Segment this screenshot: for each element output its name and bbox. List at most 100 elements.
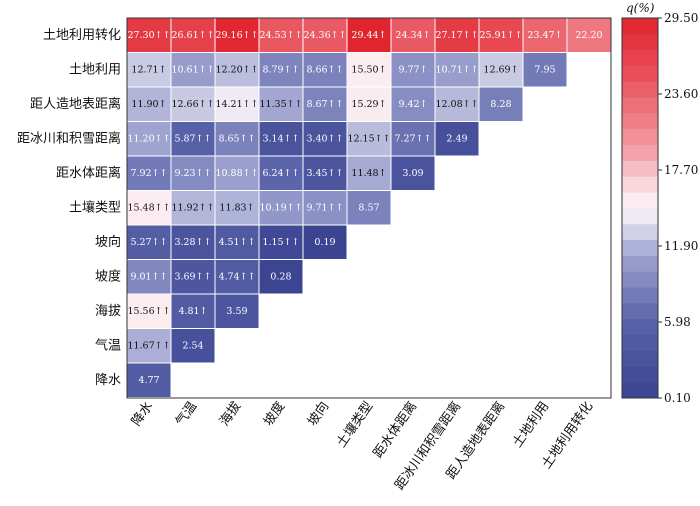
cell-value-label: 3.09 — [402, 168, 423, 179]
cell-value-label: 4.81↑ — [178, 306, 207, 317]
heatmap-cell — [346, 52, 392, 88]
colorbar-segment — [622, 33, 658, 51]
heatmap-cell — [302, 224, 348, 260]
heatmap-cell — [258, 190, 304, 226]
cell-value-label: 3.69↑↑ — [174, 271, 211, 282]
cell-value-label: 12.71↑ — [131, 64, 166, 75]
heatmap-cell — [170, 155, 216, 191]
cell-value-label: 12.20↑↑ — [215, 64, 258, 75]
cell-value-label: 8.67↑↑ — [306, 99, 343, 110]
colorbar-segment — [622, 239, 658, 256]
colorbar-segment — [622, 223, 658, 241]
row-label: 气温 — [95, 337, 121, 353]
colorbar-segment — [622, 350, 658, 367]
cell-value-label: 15.56↑↑ — [127, 306, 170, 317]
row-label: 距水体距离 — [56, 165, 121, 181]
colorbar-segment — [622, 97, 658, 114]
heatmap-cell — [390, 155, 436, 191]
heatmap-cell — [170, 190, 216, 226]
cell-value-label: 8.65↑↑ — [218, 133, 255, 144]
colorbar-tick-label: 0.10 — [664, 391, 691, 405]
heatmap-cell — [346, 86, 392, 122]
cell-value-label: 0.28 — [270, 271, 291, 282]
cell-value-label: 15.48↑↑ — [127, 202, 170, 213]
cell-value-label: 4.74↑↑ — [218, 271, 255, 282]
cell-value-label: 12.66↑↑ — [171, 99, 214, 110]
cell-value-label: 9.42↑ — [398, 99, 427, 110]
cell-value-label: 12.08↑↑ — [435, 99, 478, 110]
cell-value-label: 2.54 — [182, 340, 203, 351]
row-label: 土壤类型 — [69, 199, 121, 215]
cell-value-label: 10.19↑↑ — [259, 202, 302, 213]
heatmap-cell — [434, 52, 480, 88]
cell-value-label: 25.91↑↑ — [479, 30, 522, 41]
colorbar-tick-label: 5.98 — [664, 315, 691, 329]
cell-value-label: 22.20 — [575, 30, 602, 41]
heatmap-cell — [390, 52, 436, 88]
cell-value-label: 27.17↑↑ — [435, 30, 478, 41]
cell-value-label: 5.27↑↑ — [130, 237, 167, 248]
colorbar-tick-label: 11.90 — [664, 239, 698, 253]
cell-value-label: 15.29↑ — [351, 99, 386, 110]
cell-value-label: 15.50↑ — [351, 64, 386, 75]
cell-value-label: 11.90↑ — [131, 99, 166, 110]
colorbar-segment — [622, 271, 658, 288]
colorbar: 29.50 23.60 17.70 11.90 5.98 0.10 — [621, 11, 698, 405]
heatmap-cell — [126, 190, 172, 226]
row-label: 海拔 — [95, 304, 121, 319]
cell-value-label: 7.92↑↑ — [130, 168, 167, 179]
colorbar-segment — [622, 176, 658, 193]
cell-value-label: 11.20↑↑ — [127, 133, 170, 144]
cell-value-label: 11.83↑ — [219, 202, 254, 213]
cell-value-label: 23.47↑ — [527, 30, 562, 41]
heatmap-cell — [346, 17, 392, 53]
heatmap-cell — [302, 190, 348, 226]
heatmap-cell — [126, 52, 172, 88]
cell-value-label: 29.16↑↑ — [215, 30, 258, 41]
heatmap-cell — [170, 328, 216, 364]
cell-value-label: 11.67↑↑ — [127, 340, 170, 351]
column-label: 距水体距离 — [370, 399, 420, 461]
colorbar-frame — [621, 17, 659, 399]
row-label: 距冰川和积雪距离 — [17, 130, 121, 146]
colorbar-segment — [622, 160, 658, 177]
colorbar-segment — [622, 18, 658, 35]
heatmap-cell — [522, 17, 568, 53]
cell-value-label: 8.79↑↑ — [262, 64, 299, 75]
colorbar-segment — [622, 366, 658, 383]
heatmap-cell — [434, 121, 480, 157]
cell-value-label: 11.92↑↑ — [171, 202, 214, 213]
cell-value-label: 3.40↑↑ — [306, 133, 343, 144]
cell-value-label: 24.53↑↑ — [259, 30, 302, 41]
heatmap-cell — [126, 362, 172, 398]
column-label: 坡度 — [260, 399, 288, 429]
heatmap-cell — [346, 190, 392, 226]
colorbar-tick-label: 17.70 — [664, 163, 698, 177]
heatmap-cell — [258, 259, 304, 295]
colorbar-segment — [622, 334, 658, 351]
heatmap-cell — [478, 86, 524, 122]
cell-value-label: 24.34↑ — [395, 30, 430, 41]
colorbar-segment — [622, 144, 658, 161]
colorbar-tick-label: 23.60 — [664, 87, 698, 101]
cell-value-label: 27.30↑↑ — [127, 30, 170, 41]
plot-frame — [126, 17, 612, 399]
heatmap-cell — [434, 86, 480, 122]
heatmap-cell — [170, 224, 216, 260]
column-label: 土地利用 — [510, 399, 552, 450]
column-label: 土壤类型 — [333, 399, 376, 451]
heatmap-cells: 27.30↑↑ 26.61↑↑ 29.16↑↑ 24.53↑↑ 24.36↑↑ 29.44… — [126, 17, 612, 398]
colorbar-title: q(%) — [626, 1, 655, 15]
heatmap-cell — [126, 121, 172, 157]
heatmap-cell — [390, 121, 436, 157]
heatmap-cell — [258, 155, 304, 191]
cell-value-label: 29.44↑ — [351, 30, 386, 41]
heatmap-cell — [390, 86, 436, 122]
heatmap-cell — [126, 86, 172, 122]
heatmap-cell — [126, 293, 172, 329]
cell-value-label: 9.23↑↑ — [174, 168, 211, 179]
cell-value-label: 7.27↑↑ — [394, 133, 431, 144]
heatmap-cell — [214, 224, 260, 260]
